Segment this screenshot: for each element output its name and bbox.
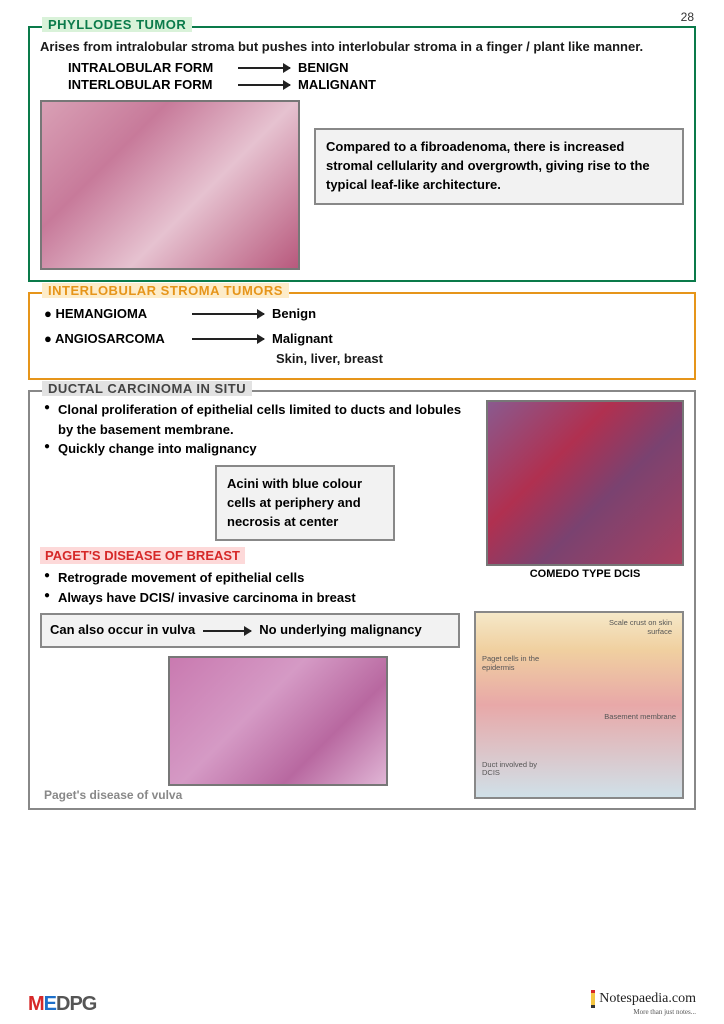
angiosarcoma-row: ● ANGIOSARCOMA Malignant	[44, 331, 680, 346]
paget-vulva-image	[168, 656, 388, 786]
diagram-label-4: Duct involved by DCIS	[482, 761, 540, 778]
page-number: 28	[681, 10, 694, 24]
interlobular-row: INTERLOBULAR FORM MALIGNANT	[68, 77, 684, 92]
dcis-bullet-2: Quickly change into malignancy	[44, 439, 472, 459]
benign-label2: Benign	[272, 306, 316, 321]
paget-bullet-2: Always have DCIS/ invasive carcinoma in …	[44, 588, 472, 608]
phyllodes-section: PHYLLODES TUMOR Arises from intralobular…	[28, 26, 696, 282]
vulva-left: Can also occur in vulva	[50, 621, 195, 640]
footer: MEDPG Notespaedia.com More than just not…	[28, 990, 696, 1016]
comedo-caption: COMEDO TYPE DCIS	[486, 568, 684, 580]
malignant-label2: Malignant	[272, 331, 333, 346]
diagram-label-1: Scale crust on skin surface	[602, 619, 672, 636]
paget-vulva-caption: Paget's disease of vulva	[44, 788, 460, 802]
brand-text: Notespaedia.com	[599, 991, 696, 1007]
hemangioma-row: ● HEMANGIOMA Benign	[44, 306, 680, 321]
notespaedia-logo: Notespaedia.com More than just notes...	[591, 990, 696, 1016]
comedo-dcis-image	[486, 400, 684, 566]
arrow-icon	[192, 313, 264, 315]
malignant-label: MALIGNANT	[298, 77, 376, 92]
arrow-icon	[192, 338, 264, 340]
hemangioma-label: HEMANGIOMA	[55, 306, 147, 321]
phyllodes-histology-image	[40, 100, 300, 270]
benign-label: BENIGN	[298, 60, 349, 75]
phyllodes-title: PHYLLODES TUMOR	[42, 17, 192, 32]
arrow-icon	[238, 84, 290, 86]
angiosarcoma-label: ANGIOSARCOMA	[55, 331, 165, 346]
phyllodes-caption-box: Compared to a fibroadenoma, there is inc…	[314, 128, 684, 205]
interlobular-section: INTERLOBULAR STROMA TUMORS ● HEMANGIOMA …	[28, 292, 696, 380]
acini-caption: Acini with blue colour cells at peripher…	[215, 465, 395, 542]
diagram-label-3: Basement membrane	[596, 713, 676, 721]
paget-heading: PAGET'S DISEASE OF BREAST	[40, 547, 245, 564]
vulva-box: Can also occur in vulva No underlying ma…	[40, 613, 460, 648]
dcis-section: DUCTAL CARCINOMA IN SITU Clonal prolifer…	[28, 390, 696, 810]
interlobular-label: INTERLOBULAR FORM	[68, 77, 230, 92]
phyllodes-intro: Arises from intralobular stroma but push…	[40, 38, 684, 56]
intralobular-row: INTRALOBULAR FORM BENIGN	[68, 60, 684, 75]
dcis-bullet-1: Clonal proliferation of epithelial cells…	[44, 400, 472, 439]
dcis-title: DUCTAL CARCINOMA IN SITU	[42, 381, 252, 396]
paget-diagram: Scale crust on skin surface Paget cells …	[474, 611, 684, 799]
brand-tagline: More than just notes...	[591, 1008, 696, 1016]
arrow-icon	[238, 67, 290, 69]
pencil-icon	[591, 990, 595, 1008]
angiosarcoma-sites: Skin, liver, breast	[276, 350, 680, 368]
interlobular-title: INTERLOBULAR STROMA TUMORS	[42, 283, 289, 298]
arrow-icon	[203, 630, 251, 632]
paget-bullet-1: Retrograde movement of epithelial cells	[44, 568, 472, 588]
vulva-right: No underlying malignancy	[259, 621, 422, 640]
medpg-logo: MEDPG	[28, 993, 96, 1016]
diagram-label-2: Paget cells in the epidermis	[482, 655, 542, 672]
intralobular-label: INTRALOBULAR FORM	[68, 60, 230, 75]
